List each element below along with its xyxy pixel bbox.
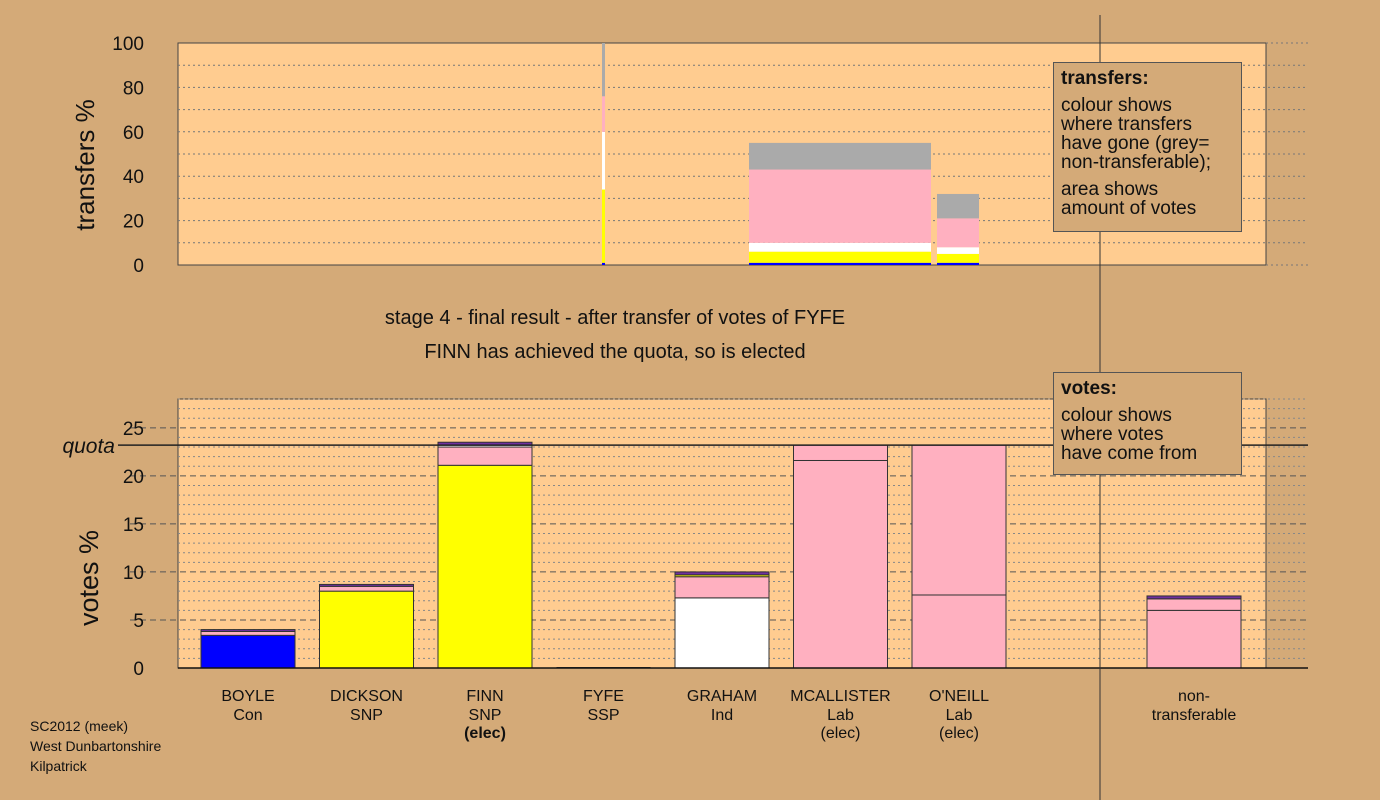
- stage-caption-line2: FINN has achieved the quota, so is elect…: [424, 341, 805, 363]
- transfers-bar-segment: [937, 262, 979, 265]
- votes-bar-segment: [1146, 598, 1242, 611]
- transfers-bar-segment: [937, 193, 979, 219]
- candidate-name-label: DICKSON: [330, 688, 403, 705]
- transfers-bar-segment: [937, 218, 979, 248]
- votes-bar-segment: [437, 446, 533, 466]
- votes-bar-segment: [793, 459, 888, 669]
- candidate-name-label: non-: [1178, 688, 1210, 705]
- votes-bar-segment: [1146, 609, 1242, 669]
- candidate-party-label: transferable: [1152, 707, 1237, 724]
- votes-bar-segment: [200, 634, 296, 669]
- candidate-name-label: BOYLE: [221, 688, 274, 705]
- candidate-party-label: Lab: [827, 707, 854, 724]
- stage-caption-line1: stage 4 - final result - after transfer …: [385, 307, 845, 329]
- quota-label: quota: [62, 435, 115, 458]
- votes-bar-segment: [793, 444, 888, 461]
- votes-y-tick-label: 5: [133, 611, 144, 632]
- votes-y-tick-label: 20: [123, 467, 144, 488]
- votes-y-tick-label: 0: [133, 659, 144, 680]
- transfers-legend-text1: colour shows where transfers have gone (…: [1061, 95, 1211, 173]
- candidate-party-label: Lab: [946, 707, 973, 724]
- transfers-bar-segment: [602, 96, 605, 132]
- transfers-bars: [602, 43, 979, 265]
- transfers-bar-segment: [602, 131, 605, 190]
- transfers-y-tick-label: 20: [123, 212, 144, 233]
- transfers-y-tick-label: 60: [123, 123, 144, 144]
- candidate-status-label: (elec): [939, 725, 979, 742]
- candidate-name-label: FYFE: [583, 688, 624, 705]
- votes-bars: [200, 441, 1242, 669]
- votes-bar-segment: [674, 571, 770, 576]
- votes-y-tick-label: 10: [123, 563, 144, 584]
- candidate-status-label: (elec): [820, 725, 860, 742]
- transfers-bar-segment: [749, 262, 931, 265]
- votes-bar-segment: [674, 597, 770, 669]
- transfers-y-ticks: 0 20 40 60 80 100: [112, 34, 144, 277]
- votes-bar-segment: [911, 594, 1007, 669]
- votes-y-tick-label: 15: [123, 515, 144, 536]
- votes-bar-segment: [674, 576, 770, 599]
- transfers-bar-segment: [749, 251, 931, 263]
- candidate-name-label: MCALLISTER: [790, 688, 890, 705]
- transfers-bar-segment: [602, 43, 605, 97]
- votes-legend-title: votes:: [1061, 378, 1117, 399]
- transfers-bar-segment: [937, 253, 979, 263]
- transfers-y-axis-title: transfers %: [70, 99, 100, 231]
- transfers-bar-segment: [749, 242, 931, 252]
- candidate-party-label: SNP: [469, 707, 502, 724]
- candidate-party-label: Con: [233, 707, 262, 724]
- transfers-legend: transfers: colour shows where transfers …: [1053, 62, 1242, 232]
- transfers-bar-segment: [749, 169, 931, 243]
- candidate-party-label: SNP: [350, 707, 383, 724]
- votes-bar-segment: [319, 583, 414, 587]
- transfers-bar-segment: [749, 142, 931, 170]
- candidate-name-label: GRAHAM: [687, 688, 757, 705]
- transfers-legend-text2: area shows amount of votes: [1061, 179, 1197, 219]
- transfers-y-tick-label: 0: [133, 256, 144, 277]
- footer-line1: SC2012 (meek): [30, 718, 129, 734]
- transfers-bar-segment: [602, 262, 605, 265]
- candidate-party-label: SSP: [587, 707, 619, 724]
- footer: SC2012 (meek) West Dunbartonshire Kilpat…: [30, 716, 161, 776]
- candidate-name-label: O'NEILL: [929, 688, 989, 705]
- candidate-name-label: FINN: [466, 688, 503, 705]
- transfers-y-tick-label: 100: [112, 34, 144, 55]
- votes-y-axis-title: votes %: [74, 530, 104, 626]
- footer-line2: West Dunbartonshire: [30, 738, 162, 754]
- transfers-y-tick-label: 40: [123, 167, 144, 188]
- candidate-status-label: (elec): [464, 725, 506, 742]
- votes-bar-segment: [1146, 595, 1242, 600]
- footer-line3: Kilpatrick: [30, 758, 87, 774]
- transfers-bar-segment: [937, 247, 979, 254]
- votes-bar-segment: [200, 630, 296, 636]
- votes-legend-text: colour shows where votes have come from: [1061, 405, 1198, 464]
- votes-legend: votes: colour shows where votes have com…: [1053, 372, 1242, 475]
- votes-bar-segment: [319, 590, 414, 669]
- votes-bar-segment: [319, 585, 414, 592]
- votes-bar-segment: [911, 444, 1007, 596]
- candidate-labels: BOYLEConDICKSONSNPFINNSNP(elec)FYFESSPGR…: [221, 688, 1236, 742]
- candidate-party-label: Ind: [711, 707, 733, 724]
- transfers-bar-segment: [602, 189, 605, 263]
- votes-bar-segment: [437, 464, 533, 669]
- transfers-y-tick-label: 80: [123, 78, 144, 99]
- votes-y-ticks: 0 5 10 15 20 25: [123, 419, 144, 680]
- transfers-legend-title: transfers:: [1061, 68, 1149, 89]
- votes-bar-segment: [200, 629, 296, 632]
- votes-y-tick-label: 25: [123, 419, 144, 440]
